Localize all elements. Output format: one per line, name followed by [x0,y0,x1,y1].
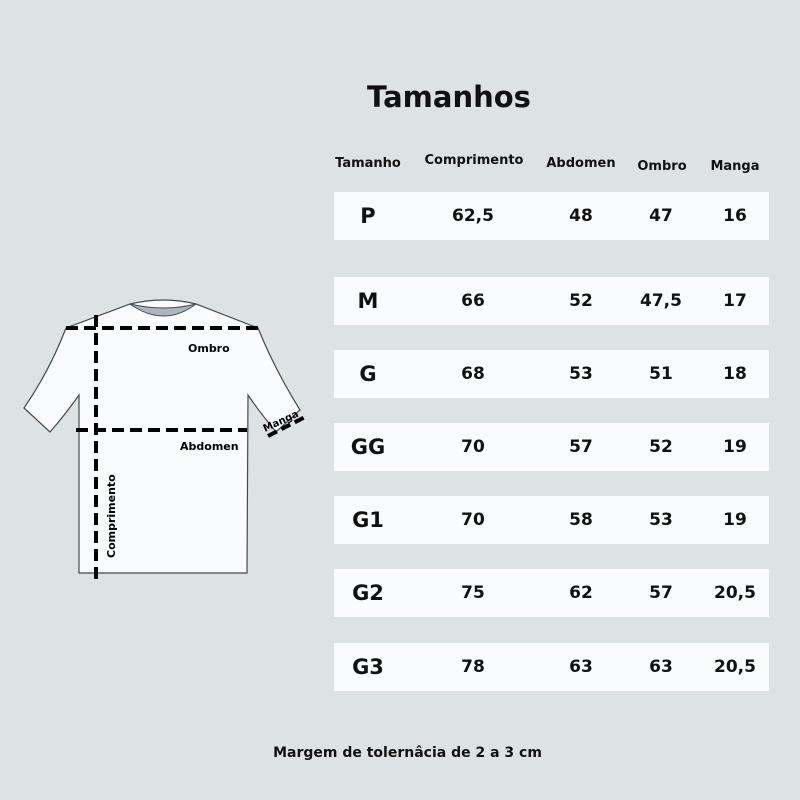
label-comprimento: Comprimento [105,474,118,558]
header-ombro: Ombro [637,159,687,174]
table-row: M 66 52 47,5 17 [334,277,769,325]
cell-manga: 20,5 [714,583,756,603]
cell-abdomen: 48 [569,206,593,226]
table-row: G2 75 62 57 20,5 [334,569,769,617]
cell-ombro: 51 [649,364,673,384]
cell-comprimento: 66 [461,291,485,311]
header-manga: Manga [710,159,760,174]
cell-manga: 17 [723,291,747,311]
tshirt-diagram: Ombro Abdomen Comprimento Manga [23,299,306,580]
cell-abdomen: 52 [569,291,593,311]
cell-tamanho: G2 [352,581,384,605]
header-tamanho: Tamanho [335,156,401,171]
cell-ombro: 52 [649,437,673,457]
tolerance-note: Margem de tolernâcia de 2 a 3 cm [273,745,542,761]
table-row: G 68 53 51 18 [334,350,769,398]
cell-tamanho: G1 [352,508,384,532]
cell-manga: 20,5 [714,657,756,677]
cell-comprimento: 70 [461,437,485,457]
cell-ombro: 47,5 [640,291,682,311]
cell-comprimento: 62,5 [452,206,494,226]
cell-manga: 16 [723,206,747,226]
table-row: GG 70 57 52 19 [334,423,769,471]
cell-ombro: 53 [649,510,673,530]
cell-abdomen: 53 [569,364,593,384]
cell-comprimento: 68 [461,364,485,384]
table-row: P 62,5 48 47 16 [334,192,769,240]
cell-manga: 19 [723,437,747,457]
cell-manga: 19 [723,510,747,530]
cell-tamanho: G [359,362,377,386]
cell-abdomen: 57 [569,437,593,457]
cell-ombro: 47 [649,206,673,226]
header-abdomen: Abdomen [546,156,616,171]
cell-ombro: 63 [649,657,673,677]
table-row: G1 70 58 53 19 [334,496,769,544]
cell-ombro: 57 [649,583,673,603]
cell-abdomen: 62 [569,583,593,603]
page-title: Tamanhos [367,80,531,114]
cell-manga: 18 [723,364,747,384]
cell-tamanho: M [357,289,379,313]
label-abdomen: Abdomen [180,440,239,453]
cell-comprimento: 70 [461,510,485,530]
cell-tamanho: G3 [352,655,384,679]
cell-tamanho: P [360,204,376,228]
cell-comprimento: 75 [461,583,485,603]
table-row: G3 78 63 63 20,5 [334,643,769,691]
cell-comprimento: 78 [461,657,485,677]
label-ombro: Ombro [188,342,230,355]
cell-abdomen: 63 [569,657,593,677]
cell-abdomen: 58 [569,510,593,530]
header-comprimento: Comprimento [424,153,524,168]
cell-tamanho: GG [350,435,386,459]
